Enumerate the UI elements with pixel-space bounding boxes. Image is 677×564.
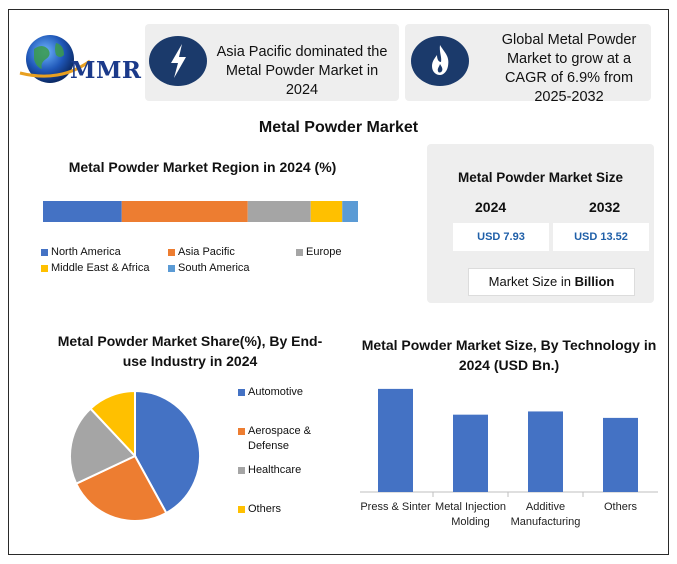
legend-label: Europe bbox=[306, 246, 342, 258]
pie-legend-item: Others bbox=[238, 502, 328, 517]
year-2024-label: 2024 bbox=[475, 199, 507, 215]
region-segment-europe bbox=[247, 201, 311, 222]
region-legend-item: South America bbox=[168, 262, 250, 274]
x-tick-label: Others bbox=[604, 501, 638, 513]
region-legend-item: Middle East & Africa bbox=[41, 262, 149, 274]
infographic-frame bbox=[8, 9, 669, 555]
legend-swatch bbox=[41, 248, 48, 256]
technology-bar-chart: Press & Sinter Metal Injection Molding Addi… bbox=[360, 388, 658, 528]
x-tick-label: Molding bbox=[451, 516, 490, 528]
pie-legend-item: Aerospace & Defense bbox=[238, 424, 328, 454]
info-card-region: Asia Pacific dominated the Metal Powder … bbox=[145, 24, 399, 101]
legend-label: Aerospace & Defense bbox=[248, 425, 311, 452]
region-segment-south-america bbox=[342, 201, 358, 222]
logo-text: MMR bbox=[70, 57, 142, 84]
bar-others bbox=[603, 417, 638, 492]
bar-metal-injection-molding bbox=[453, 414, 488, 492]
region-segment-asia-pacific bbox=[121, 201, 248, 222]
unit-bold: Billion bbox=[574, 274, 615, 289]
value-2032: USD 13.52 bbox=[553, 223, 649, 251]
legend-label: Healthcare bbox=[248, 464, 302, 476]
logo: MMR bbox=[14, 33, 144, 89]
legend-label: Asia Pacific bbox=[178, 246, 235, 258]
legend-label: South America bbox=[178, 262, 250, 274]
region-legend-item: Europe bbox=[296, 246, 341, 258]
market-size-unit: Market Size in Billion bbox=[468, 268, 635, 296]
pie-slice-aerospace-defense bbox=[74, 454, 168, 522]
globe-icon bbox=[19, 35, 91, 83]
x-tick-label: Metal Injection bbox=[435, 501, 506, 513]
legend-label: North America bbox=[51, 246, 121, 258]
legend-swatch bbox=[238, 467, 245, 474]
legend-swatch bbox=[296, 248, 303, 256]
legend-swatch bbox=[41, 264, 48, 272]
legend-swatch bbox=[168, 264, 175, 272]
end-use-pie-chart bbox=[69, 389, 201, 522]
unit-prefix: Market Size in bbox=[488, 274, 575, 289]
tech-chart-title: Metal Powder Market Size, By Technology … bbox=[361, 337, 657, 373]
pie-slice-others bbox=[89, 389, 136, 459]
pie-legend-item: Healthcare bbox=[238, 463, 328, 478]
market-size-card: Metal Powder Market Size 2024 2032 USD 7… bbox=[427, 144, 654, 303]
flame-icon bbox=[411, 36, 469, 86]
region-chart-title: Metal Powder Market Region in 2024 (%) bbox=[68, 159, 337, 175]
pie-chart-title: Metal Powder Market Share(%), By End-use… bbox=[57, 333, 323, 369]
x-tick-label: Additive bbox=[526, 501, 565, 513]
legend-label: Middle East & Africa bbox=[51, 262, 150, 274]
legend-swatch bbox=[238, 389, 245, 396]
pie-slice-healthcare bbox=[69, 407, 137, 486]
lightning-bolt-icon bbox=[149, 36, 207, 86]
region-legend-item: Asia Pacific bbox=[168, 246, 235, 258]
info-card-region-text: Asia Pacific dominated the Metal Powder … bbox=[216, 44, 388, 98]
info-card-cagr: Global Metal Powder Market to grow at a … bbox=[405, 24, 651, 105]
legend-swatch bbox=[238, 506, 245, 513]
legend-swatch bbox=[238, 428, 245, 435]
legend-label: Automotive bbox=[248, 386, 304, 398]
year-2032-label: 2032 bbox=[589, 199, 621, 215]
legend-label: Others bbox=[248, 503, 282, 515]
region-segment-middle-east-africa bbox=[310, 201, 343, 222]
info-card-cagr-text: Global Metal Powder Market to grow at a … bbox=[501, 32, 637, 105]
pie-slice-automotive bbox=[134, 389, 201, 515]
region-legend-item: North America bbox=[41, 246, 121, 258]
x-tick-label: Manufacturing bbox=[511, 516, 581, 528]
x-tick-label: Press & Sinter bbox=[360, 501, 431, 513]
legend-swatch bbox=[168, 248, 175, 256]
bar-press-sinter bbox=[378, 388, 413, 492]
region-stacked-bar bbox=[43, 201, 358, 222]
bar-additive-manufacturing bbox=[528, 411, 563, 492]
region-segment-north-america bbox=[43, 201, 122, 222]
market-size-title: Metal Powder Market Size bbox=[457, 170, 624, 185]
value-2024: USD 7.93 bbox=[453, 223, 549, 251]
main-title: Metal Powder Market bbox=[258, 119, 419, 136]
pie-legend-item: Automotive bbox=[238, 385, 328, 400]
